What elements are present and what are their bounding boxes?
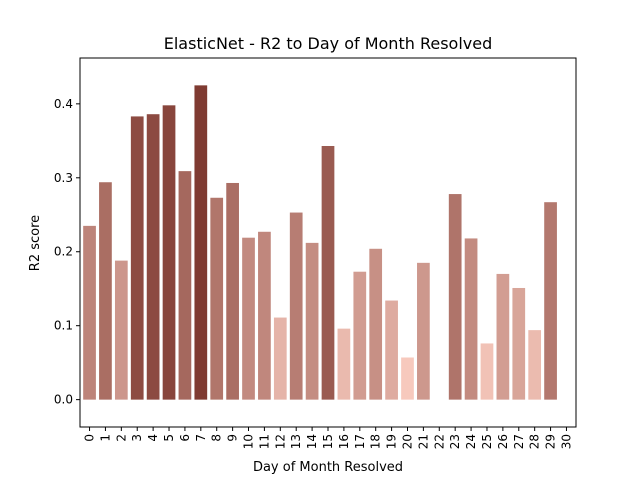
bar-day-21 bbox=[417, 262, 430, 400]
y-tick-label: 0.1 bbox=[54, 319, 73, 333]
bar-day-8 bbox=[210, 197, 224, 400]
bar-day-12 bbox=[273, 317, 287, 400]
bar-day-3 bbox=[130, 116, 144, 400]
bar-day-15 bbox=[321, 145, 335, 400]
bar-group bbox=[83, 85, 557, 400]
x-tick-label: 8 bbox=[210, 434, 224, 442]
x-tick-label: 9 bbox=[226, 434, 240, 442]
bar-day-20 bbox=[401, 357, 414, 400]
x-tick-label: 13 bbox=[289, 434, 303, 449]
bar-day-2 bbox=[114, 260, 128, 400]
x-tick-label: 5 bbox=[162, 434, 176, 442]
bar-day-24 bbox=[464, 238, 478, 400]
x-tick-label: 23 bbox=[448, 434, 462, 449]
x-tick-label: 19 bbox=[385, 434, 399, 449]
bar-day-13 bbox=[289, 212, 303, 400]
bar-day-28 bbox=[528, 330, 542, 400]
bar-day-14 bbox=[305, 242, 319, 400]
y-tick-label: 0.0 bbox=[54, 393, 73, 407]
x-tick-label: 21 bbox=[416, 434, 430, 449]
x-tick-label: 20 bbox=[400, 434, 414, 449]
x-tick-label: 24 bbox=[464, 434, 478, 449]
x-tick-label: 16 bbox=[337, 434, 351, 449]
x-tick-label: 17 bbox=[353, 434, 367, 449]
x-tick-label: 27 bbox=[512, 434, 526, 449]
x-tick-label: 26 bbox=[496, 434, 510, 449]
x-axis: 0 1 2 3 4 5 6 7 8 9 10 11 12 13 14 15 16 17 18 19 20 21 22 23 24… bbox=[83, 427, 573, 449]
x-tick-label: 7 bbox=[194, 434, 208, 442]
plot-frame bbox=[79, 57, 577, 428]
bar-day-7 bbox=[194, 85, 208, 400]
x-tick-label: 18 bbox=[369, 434, 383, 449]
y-axis: 0.0 0.1 0.2 0.3 0.4 bbox=[54, 97, 80, 407]
x-tick-label: 30 bbox=[559, 434, 573, 449]
x-tick-label: 3 bbox=[130, 434, 144, 442]
x-tick-label: 28 bbox=[528, 434, 542, 449]
bar-day-18 bbox=[369, 248, 383, 400]
x-tick-label: 14 bbox=[305, 434, 319, 449]
x-tick-label: 29 bbox=[544, 434, 558, 449]
bar-day-27 bbox=[512, 287, 526, 400]
bar-day-16 bbox=[337, 328, 351, 400]
bar-day-5 bbox=[162, 105, 176, 400]
x-tick-label: 4 bbox=[146, 434, 160, 442]
bar-day-29 bbox=[544, 202, 557, 400]
bar-day-19 bbox=[385, 300, 398, 400]
bar-day-4 bbox=[146, 114, 160, 400]
x-tick-label: 2 bbox=[114, 434, 128, 442]
bar-day-9 bbox=[226, 182, 239, 400]
y-tick-label: 0.2 bbox=[54, 245, 73, 259]
x-tick-label: 1 bbox=[98, 434, 112, 442]
chart-title: ElasticNet - R2 to Day of Month Resolved bbox=[164, 34, 492, 53]
x-tick-label: 22 bbox=[432, 434, 446, 449]
x-tick-label: 15 bbox=[321, 434, 335, 449]
bar-day-11 bbox=[258, 231, 271, 400]
y-axis-label: R2 score bbox=[28, 215, 43, 271]
bar-day-6 bbox=[178, 171, 192, 400]
x-tick-label: 0 bbox=[83, 434, 97, 442]
bar-day-1 bbox=[99, 182, 112, 400]
x-tick-label: 10 bbox=[242, 434, 256, 449]
x-tick-label: 11 bbox=[257, 434, 271, 449]
bar-day-26 bbox=[496, 273, 510, 400]
x-tick-label: 25 bbox=[480, 434, 494, 449]
bar-day-10 bbox=[242, 237, 255, 400]
bar-day-25 bbox=[480, 343, 494, 400]
x-tick-label: 12 bbox=[273, 434, 287, 449]
x-tick-label: 6 bbox=[178, 434, 192, 442]
bar-day-0 bbox=[83, 225, 96, 400]
x-axis-label: Day of Month Resolved bbox=[253, 460, 403, 475]
bar-day-17 bbox=[353, 271, 367, 400]
y-tick-label: 0.4 bbox=[54, 97, 73, 111]
y-tick-label: 0.3 bbox=[54, 171, 73, 185]
bar-day-23 bbox=[448, 194, 462, 400]
